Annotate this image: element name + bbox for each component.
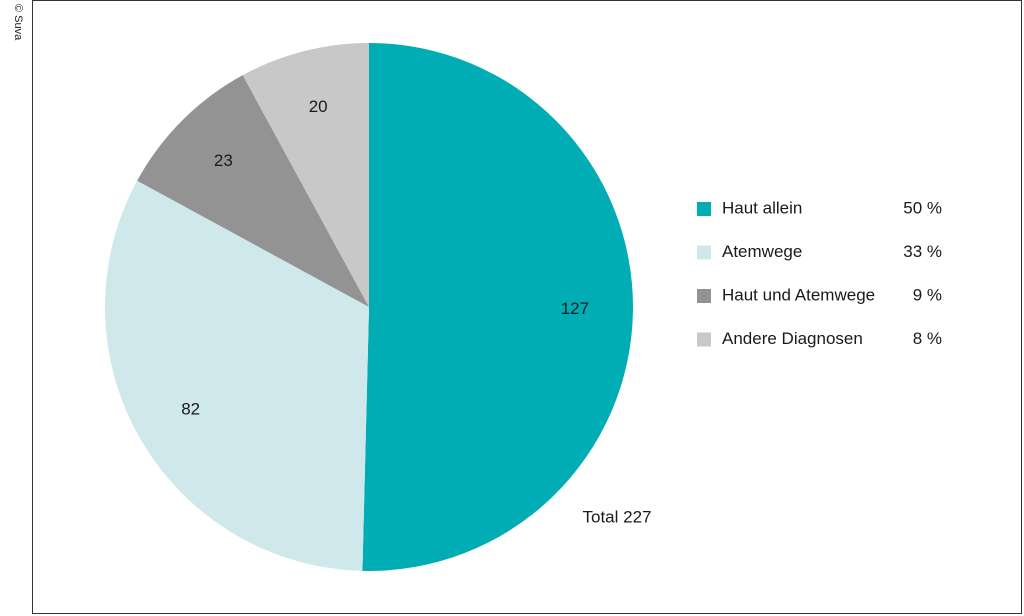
legend-swatch <box>697 202 711 216</box>
legend-percent: 9 % <box>913 285 942 304</box>
legend-swatch <box>697 245 711 260</box>
legend-percent: 50 % <box>903 198 942 217</box>
pie-slice <box>242 43 369 307</box>
data-label: 82 <box>181 399 200 418</box>
pie-slice <box>104 180 369 571</box>
pie-slice <box>137 75 369 307</box>
data-label: 23 <box>214 151 233 170</box>
credit: © Suva <box>12 4 24 41</box>
legend-label: Andere Diagnosen <box>722 329 863 348</box>
legend-percent: 8 % <box>913 329 942 348</box>
data-label: 20 <box>309 97 328 116</box>
data-label: 127 <box>561 299 589 318</box>
legend-swatch <box>697 289 711 303</box>
legend-swatch <box>697 332 711 347</box>
legend-label: Atemwege <box>722 242 802 261</box>
annotation: Total 227 <box>583 507 652 526</box>
legend-label: Haut allein <box>722 198 802 217</box>
legend-percent: 33 % <box>903 242 942 261</box>
legend-label: Haut und Atemwege <box>722 285 875 304</box>
pie-slice <box>362 43 633 571</box>
